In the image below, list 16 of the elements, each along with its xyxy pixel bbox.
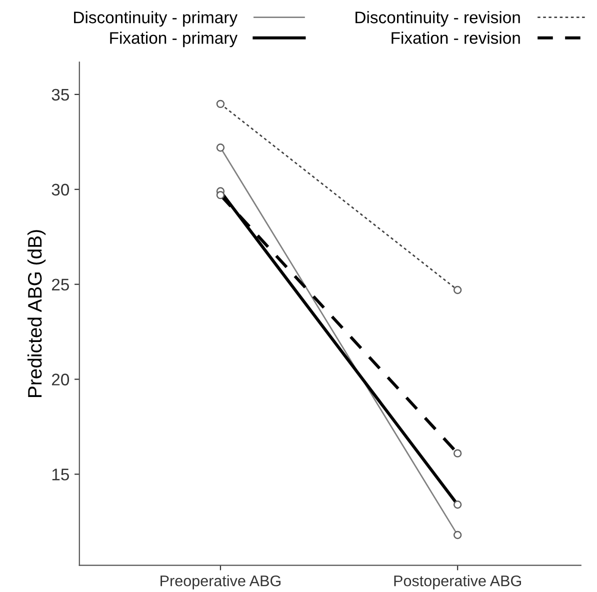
x-tick-label: Postoperative ABG (394, 575, 521, 590)
legend-label: Fixation - revision (392, 32, 520, 44)
legend-label: Discontinuity - revision (356, 11, 520, 27)
y-tick-label: 20 (52, 374, 70, 386)
legend-label: Discontinuity - primary (74, 11, 238, 27)
point (216, 100, 225, 108)
y-tick-label: 30 (52, 184, 70, 196)
y-tick-label: 25 (52, 278, 69, 291)
y-axis-title: Predicted ABG (dB) (27, 230, 46, 397)
x-tick-label: Preoperative ABG (160, 575, 280, 590)
y-tick-label: 15 (52, 468, 69, 480)
y-tick-label: 35 (52, 88, 69, 101)
point (453, 530, 462, 540)
point (216, 144, 225, 152)
legend-label: Fixation - primary (110, 32, 238, 48)
point (453, 286, 462, 294)
